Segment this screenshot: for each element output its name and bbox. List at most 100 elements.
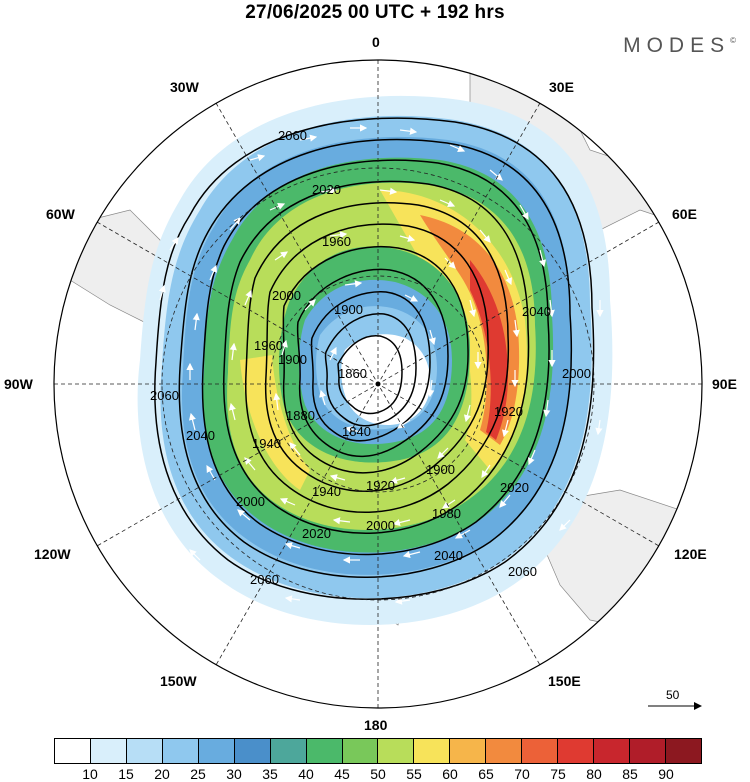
contour-2040 (178, 138, 573, 578)
contour-label: 1900 (278, 352, 307, 367)
contour-label: 1920 (366, 478, 395, 493)
lon-label-0: 0 (372, 34, 380, 50)
lon-label-60w: 60W (46, 206, 75, 222)
contour-label: 1960 (322, 234, 351, 249)
lon-label-90w: 90W (4, 376, 33, 392)
contour-label: 2020 (302, 526, 331, 541)
reference-vector-value: 50 (666, 688, 680, 702)
contour-label: 1860 (338, 366, 367, 381)
colorbar-tick-label: 25 (190, 766, 206, 782)
contour-label: 2000 (366, 518, 395, 533)
contour-label: 1840 (342, 424, 371, 439)
contour-2000 (223, 180, 530, 535)
colorbar-tick-label: 50 (370, 766, 386, 782)
colorbar-segment (450, 739, 487, 763)
colorbar-ticks: 10 15 20 25 30 35 40 45 50 55 60 65 70 75 80 85 90 (0, 766, 750, 782)
colorbar-segment (90, 739, 127, 763)
colorbar-segment (630, 739, 666, 763)
lon-label-120w: 120W (34, 546, 71, 562)
colorbar-tick-label: 20 (154, 766, 170, 782)
colorbar-tick-label: 15 (118, 766, 134, 782)
contour-label: 2060 (508, 564, 537, 579)
colorbar-segment (414, 739, 451, 763)
colorbar-segment (486, 739, 523, 763)
pole-marker (375, 381, 381, 387)
colorbar-tick-label: 90 (658, 766, 674, 782)
contour-label: 1880 (286, 408, 315, 423)
contour-label: 1920 (494, 404, 523, 419)
contour-label: 1900 (426, 462, 455, 477)
colorbar-segment (378, 739, 415, 763)
contour-1980 (244, 202, 510, 513)
graticule (54, 60, 702, 708)
shade-60b (240, 355, 310, 490)
colorbar-segment (162, 739, 199, 763)
colorbar-tick-label: 30 (226, 766, 242, 782)
contour-1880 (324, 313, 417, 427)
contour-label: 1940 (312, 484, 341, 499)
colorbar-tick-label: 75 (550, 766, 566, 782)
contour-1960 (264, 223, 489, 493)
contour-label: 2000 (562, 366, 591, 381)
map-title: 27/06/2025 00 UTC + 192 hrs (245, 2, 505, 23)
contour-1860 (337, 334, 403, 415)
colorbar-tick-label: 80 (586, 766, 602, 782)
colorbar-segment (234, 739, 271, 763)
colorbar-segment (55, 739, 91, 763)
contour-label: 2000 (236, 494, 265, 509)
contour-label: 2000 (272, 288, 301, 303)
contour-label: 2060 (250, 572, 279, 587)
colorbar-segment (126, 739, 163, 763)
contour-1900 (310, 291, 431, 442)
lon-label-90e: 90E (712, 376, 737, 392)
contour-label: 2060 (150, 388, 179, 403)
contour-label-group: 2060 2020 1960 2000 1900 1900 1860 1880 … (150, 128, 591, 587)
contour-1920 (296, 268, 449, 457)
colorbar-tick-label: 70 (514, 766, 530, 782)
polar-map: 2060 2020 1960 2000 1900 1900 1860 1880 … (53, 59, 703, 709)
colorbar-tick-label: 35 (262, 766, 278, 782)
colorbar-tick-label: 10 (82, 766, 98, 782)
colorbar-segment (198, 739, 235, 763)
contour-label: 2040 (434, 548, 463, 563)
contour-label: 2060 (278, 128, 307, 143)
colorbar-segment (522, 739, 559, 763)
colorbar-segment (270, 739, 307, 763)
wind-arrows (158, 124, 604, 605)
lon-label-150e: 150E (548, 673, 581, 689)
colorbar-segment (342, 739, 379, 763)
colorbar-tick-label: 40 (298, 766, 314, 782)
contour-2020 (201, 159, 550, 556)
brand-logo: MODES© (623, 34, 736, 57)
colorbar-segment (306, 739, 343, 763)
lon-label-60e: 60E (672, 206, 697, 222)
contour-label: 2020 (312, 182, 341, 197)
contour-2060 (154, 117, 595, 600)
colorbar-segment (558, 739, 595, 763)
colorbar-tick-label: 60 (442, 766, 458, 782)
contour-label: 1980 (432, 506, 461, 521)
reference-vector: 50 (646, 688, 706, 720)
contour-label: 1960 (254, 338, 283, 353)
contour-label: 2040 (522, 304, 551, 319)
colorbar-tick-label: 45 (334, 766, 350, 782)
lon-label-150w: 150W (160, 673, 197, 689)
lon-label-180: 180 (364, 717, 388, 733)
contour-label: 2040 (186, 428, 215, 443)
contour-label: 1900 (334, 302, 363, 317)
contour-1940 (282, 245, 469, 474)
wind-speed-shading (137, 95, 613, 626)
lon-label-30e: 30E (549, 79, 574, 95)
colorbar (54, 738, 702, 764)
map-boundary (53, 59, 703, 709)
colorbar-tick-label: 65 (478, 766, 494, 782)
lon-label-30w: 30W (170, 79, 199, 95)
colorbar-segment (594, 739, 630, 763)
lon-label-120e: 120E (674, 546, 707, 562)
colorbar-tick-label: 55 (406, 766, 422, 782)
contour-label: 1940 (252, 436, 281, 451)
height-contours (154, 117, 595, 600)
shade-80 (470, 260, 508, 440)
colorbar-tick-label: 85 (622, 766, 638, 782)
contour-label: 2020 (500, 480, 529, 495)
